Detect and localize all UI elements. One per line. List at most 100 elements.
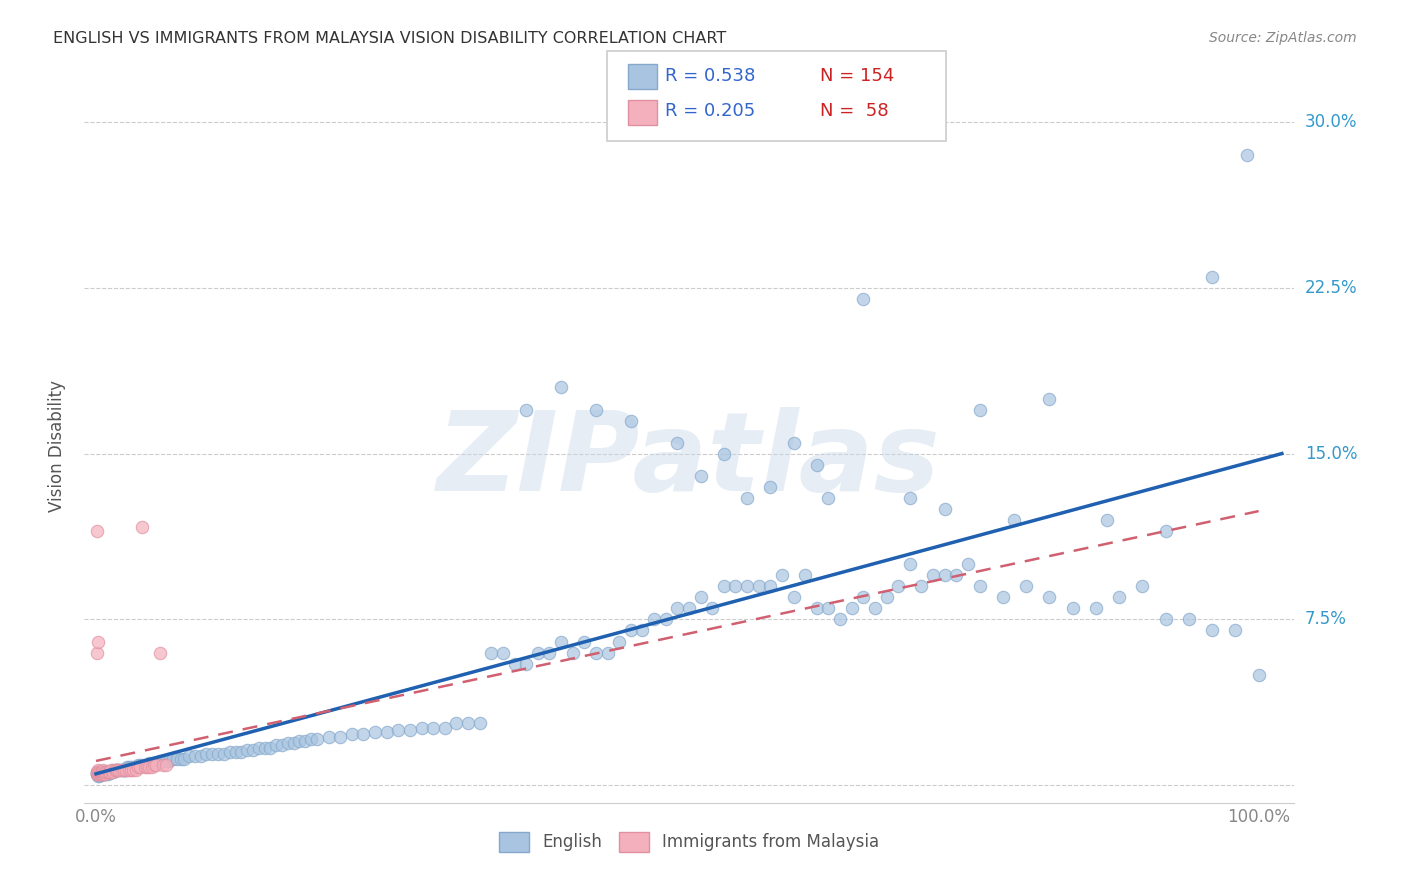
Text: N = 154: N = 154 [820,67,894,85]
Point [352,727,374,741]
Point [107,763,129,777]
Point [117,760,139,774]
Point [654,612,676,626]
Point [922,568,945,582]
Point [236,743,259,757]
Point [264,739,287,753]
Point [117,760,139,774]
Point [94,767,117,781]
Point [98,764,121,779]
Point [852,591,875,605]
Point [90,764,112,779]
Point [152,754,174,768]
Point [108,763,131,777]
Point [515,657,537,671]
Point [247,740,270,755]
Point [120,760,142,774]
Point [1154,612,1177,626]
Point [112,763,135,777]
Point [94,764,117,779]
Point [329,730,352,744]
Point [387,723,409,737]
Point [782,435,804,450]
Point [689,468,711,483]
Point [129,758,152,772]
Point [120,763,142,777]
Point [108,763,131,777]
Point [86,764,108,779]
Point [101,763,124,777]
Point [97,764,120,779]
Point [806,458,828,472]
Text: 22.5%: 22.5% [1305,279,1357,297]
Point [910,579,932,593]
Point [86,767,108,781]
Point [89,764,111,779]
Point [318,730,340,744]
Point [945,568,967,582]
Point [90,767,112,781]
Point [364,725,387,739]
Point [143,758,166,772]
Point [90,764,112,779]
Point [89,767,111,781]
Point [91,764,114,779]
Point [1038,392,1060,406]
Point [124,760,146,774]
Point [90,767,112,781]
Point [110,763,132,777]
Point [111,763,134,777]
Point [782,591,804,605]
Point [422,721,444,735]
Point [724,579,747,593]
Point [96,767,118,781]
Point [103,764,125,779]
Point [689,591,711,605]
Point [87,764,110,779]
Point [283,736,305,750]
Point [100,763,122,777]
Point [643,612,665,626]
Point [294,734,316,748]
Point [841,601,863,615]
Text: ENGLISH VS IMMIGRANTS FROM MALAYSIA VISION DISABILITY CORRELATION CHART: ENGLISH VS IMMIGRANTS FROM MALAYSIA VISI… [53,31,727,46]
Point [446,716,468,731]
Point [90,767,112,781]
Point [1247,667,1270,681]
Point [620,624,643,638]
Point [934,502,956,516]
Point [748,579,770,593]
Point [585,646,607,660]
Point [91,767,114,781]
Point [129,760,152,774]
Point [87,767,110,781]
Point [98,764,121,779]
Point [122,760,145,774]
Point [87,767,110,781]
Point [86,646,108,660]
Point [90,767,112,781]
Point [86,767,108,781]
Point [770,568,793,582]
Point [340,727,363,741]
Point [152,758,174,772]
Point [136,758,159,772]
Point [212,747,235,762]
Point [97,764,120,779]
Point [114,763,136,777]
Point [735,491,758,505]
Point [207,747,229,762]
Point [104,763,127,777]
Point [666,601,689,615]
Point [1004,513,1026,527]
Point [492,646,515,660]
Point [574,634,596,648]
Point [399,723,422,737]
Point [1132,579,1154,593]
Text: ZIPatlas: ZIPatlas [437,407,941,514]
Point [934,568,956,582]
Point [1015,579,1038,593]
Point [457,716,479,731]
Point [136,760,159,774]
Point [956,558,979,572]
